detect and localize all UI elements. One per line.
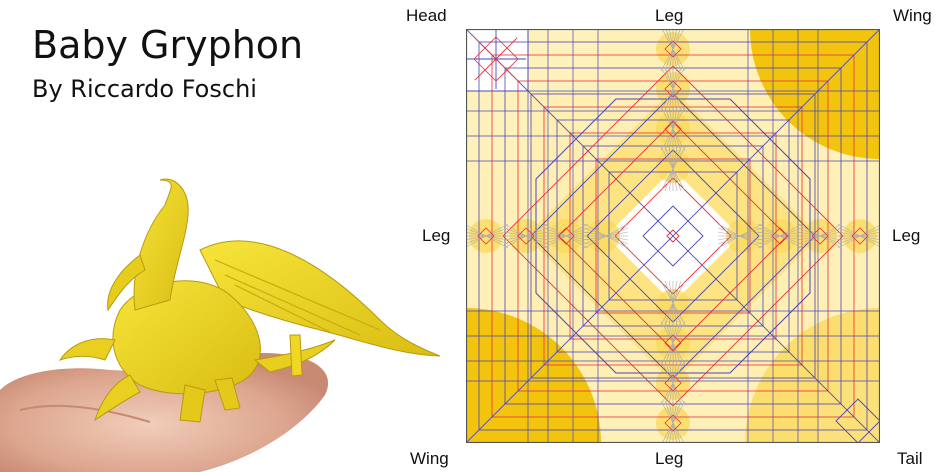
cp-tail-diamond — [835, 398, 880, 443]
label-top-right: Wing — [893, 6, 932, 25]
cp-leg-diamond — [664, 414, 682, 432]
gryphon-wing — [199, 240, 441, 357]
cp-fan-crease — [797, 223, 843, 249]
cp-fan-crease — [660, 360, 686, 406]
cp-rotated-square — [642, 205, 704, 267]
cp-leg-diamond — [664, 40, 682, 58]
gryphon-claw — [58, 338, 116, 361]
label-bottom-center: Leg — [655, 449, 684, 468]
cp-fan-crease — [466, 223, 509, 248]
cp-fan-crease — [660, 146, 686, 192]
cp-leg-diamond — [477, 227, 495, 245]
cp-octagon — [535, 98, 811, 374]
cp-fan-crease — [583, 223, 629, 249]
cp-head-star — [474, 37, 497, 60]
cp-fan-crease — [503, 223, 549, 249]
gryphon-head — [133, 178, 189, 311]
crease-pattern — [466, 29, 880, 443]
cp-fan-crease — [660, 29, 685, 72]
cp-leg-diamond — [664, 334, 682, 352]
cp-fan-crease — [757, 223, 803, 249]
label-left: Leg — [422, 226, 451, 245]
cp-leg-diamond — [557, 227, 575, 245]
gryphon-body — [112, 280, 261, 395]
cp-leg-diamond — [771, 227, 789, 245]
cp-fan-crease — [660, 280, 686, 326]
label-bottom-right: Tail — [897, 449, 923, 468]
cp-head-star — [474, 58, 497, 81]
cp-head-diamond — [473, 36, 519, 82]
cp-fan-crease — [660, 66, 686, 112]
model-title: Baby Gryphon — [32, 23, 304, 67]
label-bottom-left: Wing — [410, 449, 449, 468]
cp-leg-diamond — [664, 374, 682, 392]
cp-center-diamond — [666, 229, 680, 243]
cp-fan-crease — [661, 400, 686, 443]
cp-fan-crease — [660, 106, 686, 152]
cp-border — [466, 29, 880, 443]
cp-leg-diamond — [664, 80, 682, 98]
cp-head-box — [466, 29, 529, 92]
hand — [0, 352, 329, 472]
cp-leg-diamond — [811, 227, 829, 245]
cp-leg-diamond — [851, 227, 869, 245]
cp-leg-diamond — [664, 120, 682, 138]
cp-head-star — [495, 58, 518, 81]
cp-fan-crease — [543, 223, 589, 249]
cp-fan-crease — [660, 320, 686, 366]
cp-fan-crease — [717, 223, 763, 249]
cp-diagonal — [466, 29, 880, 443]
cp-leg-diamond — [517, 227, 535, 245]
model-author: By Riccardo Foschi — [32, 75, 257, 103]
label-top-center: Leg — [655, 6, 684, 25]
cp-fan-crease — [837, 224, 880, 249]
cp-head-star — [495, 37, 518, 60]
label-top-left: Head — [406, 6, 447, 25]
label-right: Leg — [892, 226, 921, 245]
model-photo — [0, 178, 441, 472]
